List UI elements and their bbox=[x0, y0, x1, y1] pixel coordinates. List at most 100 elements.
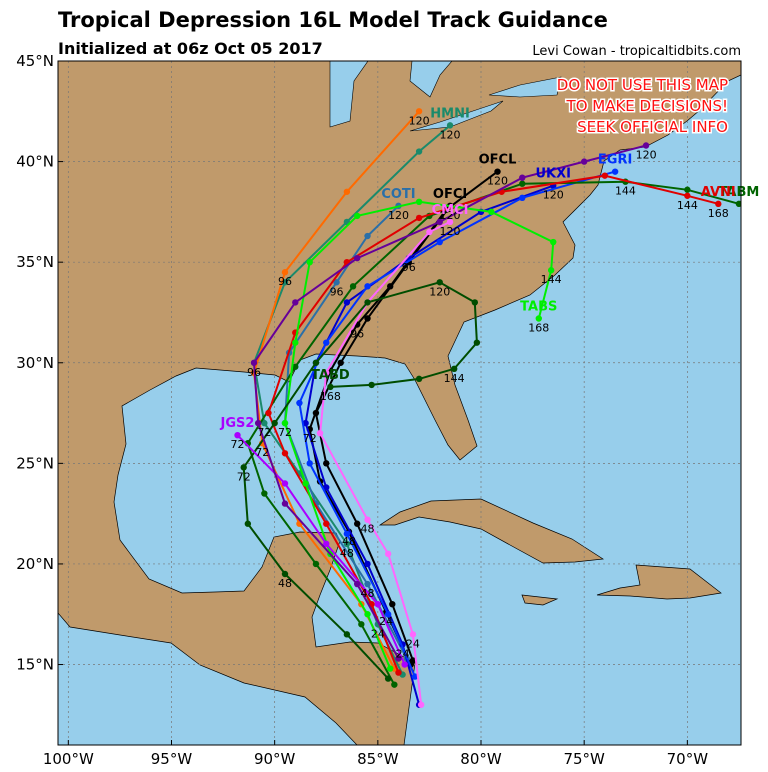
track-name: CMCI bbox=[432, 203, 469, 218]
track-point bbox=[254, 419, 262, 427]
track-point bbox=[281, 419, 289, 427]
subtitle: Initialized at 06z Oct 05 2017 bbox=[58, 39, 323, 58]
track-point bbox=[450, 365, 458, 372]
title: Tropical Depression 16L Model Track Guid… bbox=[58, 8, 608, 32]
x-tick-label: 70°W bbox=[667, 750, 709, 768]
track-name: AVNI bbox=[701, 185, 736, 200]
track-point bbox=[323, 484, 330, 491]
track-point bbox=[494, 168, 501, 175]
x-tick-label: 80°W bbox=[460, 750, 502, 768]
track-point bbox=[337, 359, 344, 366]
track-point bbox=[519, 194, 526, 201]
track-point bbox=[401, 661, 408, 668]
lake-michigan bbox=[329, 61, 369, 128]
track-point bbox=[292, 339, 299, 346]
track-point bbox=[306, 460, 313, 467]
track-point bbox=[364, 611, 371, 618]
track-name: UKXI bbox=[535, 167, 571, 182]
forecast-hour: 96 bbox=[247, 366, 261, 379]
track-point bbox=[261, 419, 268, 427]
forecast-hour: 144 bbox=[541, 273, 562, 286]
forecast-hour: 24 bbox=[406, 637, 420, 650]
track-point bbox=[684, 186, 691, 193]
forecast-hour: 72 bbox=[278, 426, 292, 439]
track-line bbox=[283, 205, 408, 659]
track-point bbox=[281, 500, 289, 507]
track-point bbox=[368, 381, 375, 389]
track-point bbox=[316, 429, 324, 437]
track-point bbox=[409, 657, 417, 664]
forecast-hour: 168 bbox=[528, 322, 549, 335]
forecast-hour: 120 bbox=[429, 285, 450, 298]
forecast-hour: 168 bbox=[708, 207, 729, 220]
track-point bbox=[312, 359, 320, 366]
jamaica bbox=[521, 594, 559, 606]
forecast-hour: 96 bbox=[330, 285, 344, 298]
track-point bbox=[384, 611, 392, 618]
track-point bbox=[250, 359, 258, 366]
map-frame bbox=[57, 60, 742, 746]
track-point bbox=[684, 192, 691, 199]
track-point bbox=[374, 600, 382, 608]
track-point bbox=[343, 188, 351, 195]
forecast-hour: 48 bbox=[342, 535, 356, 548]
track-point bbox=[312, 409, 320, 417]
lake-ontario bbox=[488, 76, 562, 98]
track-point bbox=[296, 399, 303, 407]
forecast-hour: 144 bbox=[677, 199, 698, 212]
forecast-hour: 72 bbox=[237, 470, 251, 483]
track-point bbox=[364, 299, 371, 306]
track-point bbox=[395, 655, 402, 662]
track-name: OFCI bbox=[433, 187, 467, 202]
track-point bbox=[446, 122, 454, 129]
forecast-hour: 120 bbox=[440, 209, 461, 222]
track-point bbox=[473, 339, 481, 346]
track-point bbox=[488, 208, 495, 216]
y-tick-label: 20°N bbox=[16, 555, 54, 573]
credit: Levi Cowan - tropicaltidbits.com bbox=[532, 44, 741, 59]
track-point bbox=[292, 363, 299, 370]
x-tick-label: 95°W bbox=[151, 750, 193, 768]
track-point bbox=[364, 315, 371, 322]
track-point bbox=[735, 200, 741, 208]
track-point bbox=[601, 172, 609, 179]
track-point bbox=[343, 631, 351, 638]
track-point bbox=[384, 550, 392, 558]
track-point bbox=[306, 258, 313, 266]
forecast-hour: 144 bbox=[615, 185, 636, 198]
forecast-hour: 72 bbox=[255, 446, 269, 459]
track-name: TABM bbox=[719, 185, 760, 200]
track-line bbox=[252, 124, 451, 676]
track-point bbox=[436, 279, 443, 286]
track-point bbox=[364, 283, 371, 290]
track-point bbox=[519, 174, 526, 181]
forecast-hour: 24 bbox=[396, 647, 410, 660]
forecast-hour: 120 bbox=[487, 175, 508, 188]
forecast-hour: 168 bbox=[320, 390, 341, 403]
track-point bbox=[426, 228, 433, 236]
warning-line: SEEK OFFICIAL INFO bbox=[577, 118, 728, 136]
forecast-hour: 48 bbox=[340, 547, 354, 560]
forecast-hour: 24 bbox=[371, 627, 385, 640]
track-point bbox=[384, 675, 392, 682]
north-america bbox=[58, 61, 741, 745]
track-point bbox=[471, 299, 479, 306]
track-point bbox=[715, 200, 722, 208]
track-point bbox=[292, 299, 299, 306]
track-point bbox=[323, 369, 330, 377]
track-point bbox=[364, 516, 371, 523]
track-point bbox=[417, 701, 425, 708]
track-point bbox=[519, 180, 526, 187]
track-point bbox=[353, 520, 361, 527]
track-point bbox=[611, 168, 619, 175]
cuba bbox=[378, 498, 605, 564]
track-point bbox=[353, 212, 361, 220]
model-tracks bbox=[234, 108, 741, 708]
track-point bbox=[312, 560, 320, 568]
track-point bbox=[364, 560, 371, 568]
track-line bbox=[298, 170, 616, 677]
landmasses bbox=[58, 61, 741, 745]
track-point bbox=[261, 490, 268, 497]
forecast-hour: 48 bbox=[278, 577, 292, 590]
